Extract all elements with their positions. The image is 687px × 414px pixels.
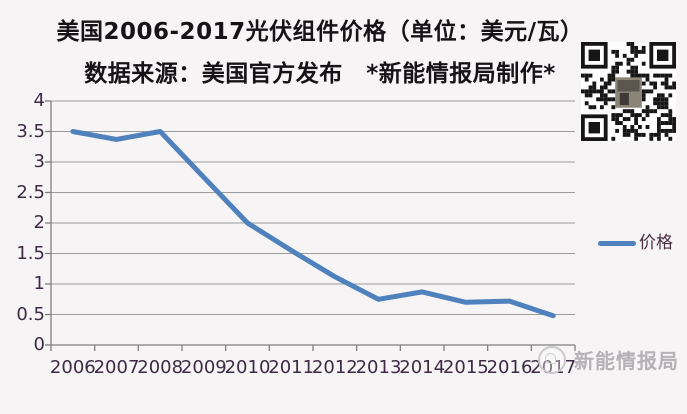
x-tick-label: 2011 (268, 357, 315, 378)
x-tick-label: 2013 (355, 357, 402, 378)
y-tick-label: 1 (33, 273, 45, 294)
chart-subtitle: 数据来源：美国官方发布 *新能情报局制作* (84, 61, 556, 87)
legend-line-swatch-icon (598, 240, 636, 246)
x-tick-label: 2008 (137, 357, 184, 378)
chart-legend: 价格 (598, 234, 673, 252)
watermark: 新能情报局 (538, 345, 679, 374)
x-tick-label: 2007 (93, 357, 140, 378)
legend-series-label: 价格 (639, 233, 673, 253)
y-tick-label: 2 (33, 212, 45, 233)
x-tick-label: 2012 (311, 357, 358, 378)
y-tick-label: 0 (33, 334, 45, 355)
y-tick-label: 1.5 (16, 242, 45, 264)
chart-title: 美国2006-2017光伏组件价格（单位：美元/瓦） (56, 19, 584, 45)
x-tick-label: 2015 (442, 357, 489, 378)
x-tick-label: 2016 (486, 357, 533, 378)
y-tick-label: 0.5 (16, 303, 45, 325)
watermark-text: 新能情报局 (574, 349, 679, 373)
qr-code (581, 42, 676, 141)
y-tick-label: 4 (33, 90, 45, 111)
watermark-logo-icon (538, 345, 566, 374)
x-tick-label: 2010 (224, 357, 271, 378)
x-tick-label: 2006 (49, 357, 96, 378)
x-tick-label: 2009 (180, 357, 227, 378)
y-tick-label: 3 (33, 151, 45, 172)
y-tick-label: 2.5 (16, 181, 45, 203)
x-tick-label: 2014 (399, 357, 446, 378)
y-tick-label: 3.5 (16, 120, 45, 142)
